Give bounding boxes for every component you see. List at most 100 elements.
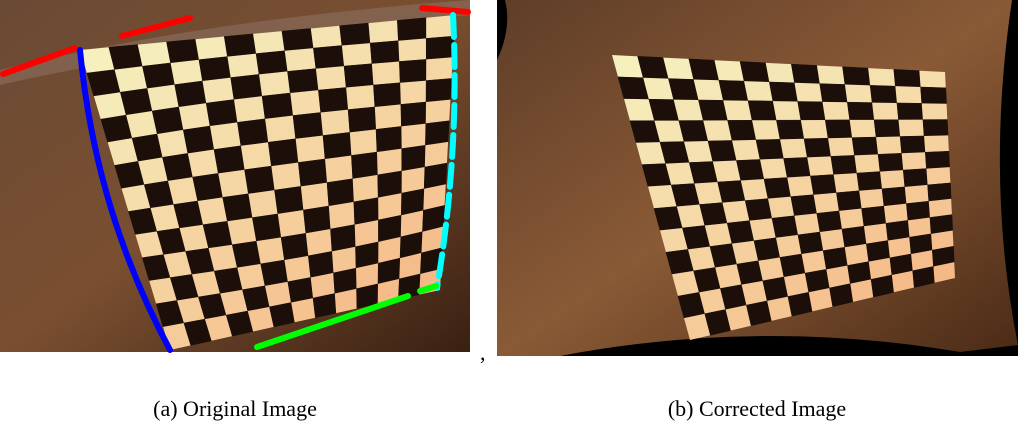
board-cell [767, 196, 795, 219]
board-cell [816, 65, 845, 85]
board-cell [150, 204, 180, 232]
board-cell [401, 144, 426, 172]
checkerboard [612, 55, 955, 340]
board-cell [911, 250, 934, 271]
board-cell [699, 288, 726, 314]
board-cell [731, 240, 759, 265]
board-cell [868, 68, 896, 87]
board-cell [712, 160, 741, 183]
board-cell [841, 225, 867, 248]
board-cell [758, 257, 784, 281]
board-cell [847, 101, 875, 121]
board-cell [783, 157, 811, 178]
board-cell [303, 205, 331, 234]
board-cell [717, 180, 746, 203]
board-cell [693, 79, 724, 101]
board-cell [310, 25, 342, 49]
board-cell [924, 150, 950, 169]
board-cell [726, 220, 755, 244]
board-cell [291, 298, 316, 323]
board-cell [326, 178, 355, 207]
board-cell [753, 237, 781, 262]
board-cell [881, 186, 907, 207]
board-cell [747, 100, 777, 121]
ceiling-edge [0, 0, 470, 85]
board-cell [373, 82, 402, 108]
board-cell [901, 152, 927, 171]
board-cell [187, 149, 219, 178]
board-cell [151, 106, 184, 135]
board-cell [922, 119, 949, 137]
board-cell [854, 154, 881, 174]
board-cell [237, 263, 266, 290]
board-cell [166, 38, 200, 64]
board-cell [400, 101, 427, 127]
board-cell [801, 250, 827, 274]
board-cell [425, 120, 450, 146]
board-cell [673, 99, 704, 121]
board-cell [178, 103, 211, 130]
board-cell [369, 40, 400, 64]
board-cell [204, 315, 233, 341]
board-cell [332, 246, 357, 273]
board-cell [397, 17, 427, 41]
board-cell [794, 82, 823, 102]
board-cell [715, 264, 742, 289]
board-cell [352, 174, 379, 202]
board-cell [771, 215, 799, 239]
board-cell [426, 57, 453, 81]
board-cell [400, 80, 427, 105]
board-cell [267, 138, 299, 167]
board-cell [399, 252, 422, 279]
board-cell [375, 126, 402, 153]
board-cell [904, 184, 929, 204]
board-cell [787, 291, 813, 317]
board-cell [287, 68, 319, 94]
board-cell [654, 120, 685, 143]
board-cell [163, 323, 191, 350]
board-cell [253, 31, 285, 54]
board-cell [240, 142, 272, 170]
board-cell [371, 61, 401, 86]
board-cell [315, 66, 347, 91]
board-cell [703, 120, 733, 142]
board-cell [919, 70, 946, 88]
board-cell [280, 233, 309, 261]
board-cell [347, 106, 377, 133]
board-cell [174, 80, 207, 108]
board-cell [849, 119, 877, 138]
board-cell [198, 56, 231, 82]
edge-lines [0, 5, 471, 353]
caption: (a) Original Image [153, 396, 317, 421]
board-cell [349, 129, 377, 156]
board-cell [398, 38, 427, 62]
board-cell [725, 305, 752, 331]
board-cell [290, 90, 321, 116]
board-cell [195, 36, 228, 60]
board-cell [768, 81, 798, 102]
board-cell [400, 210, 424, 237]
board-cell [883, 203, 908, 224]
board-cell [723, 100, 753, 121]
board-cell [933, 262, 955, 283]
board-cell [808, 287, 833, 312]
board-cell [162, 153, 193, 182]
board-cell [863, 223, 888, 244]
board-cell [147, 84, 179, 111]
board-cell [861, 205, 887, 227]
board-cell [265, 281, 292, 307]
board-cell [842, 66, 871, 86]
board-cell [898, 119, 925, 137]
board-cell [310, 272, 335, 299]
board-cell [378, 193, 402, 220]
board-cell [851, 136, 879, 156]
board-cell [298, 158, 328, 187]
board-cell [926, 167, 951, 185]
board-cell [688, 58, 720, 81]
board-cell [157, 129, 188, 158]
board-cell [424, 141, 449, 168]
board-cell [880, 170, 905, 189]
board-cell [177, 297, 205, 324]
board-cell [255, 50, 288, 75]
board-cell [218, 169, 249, 198]
